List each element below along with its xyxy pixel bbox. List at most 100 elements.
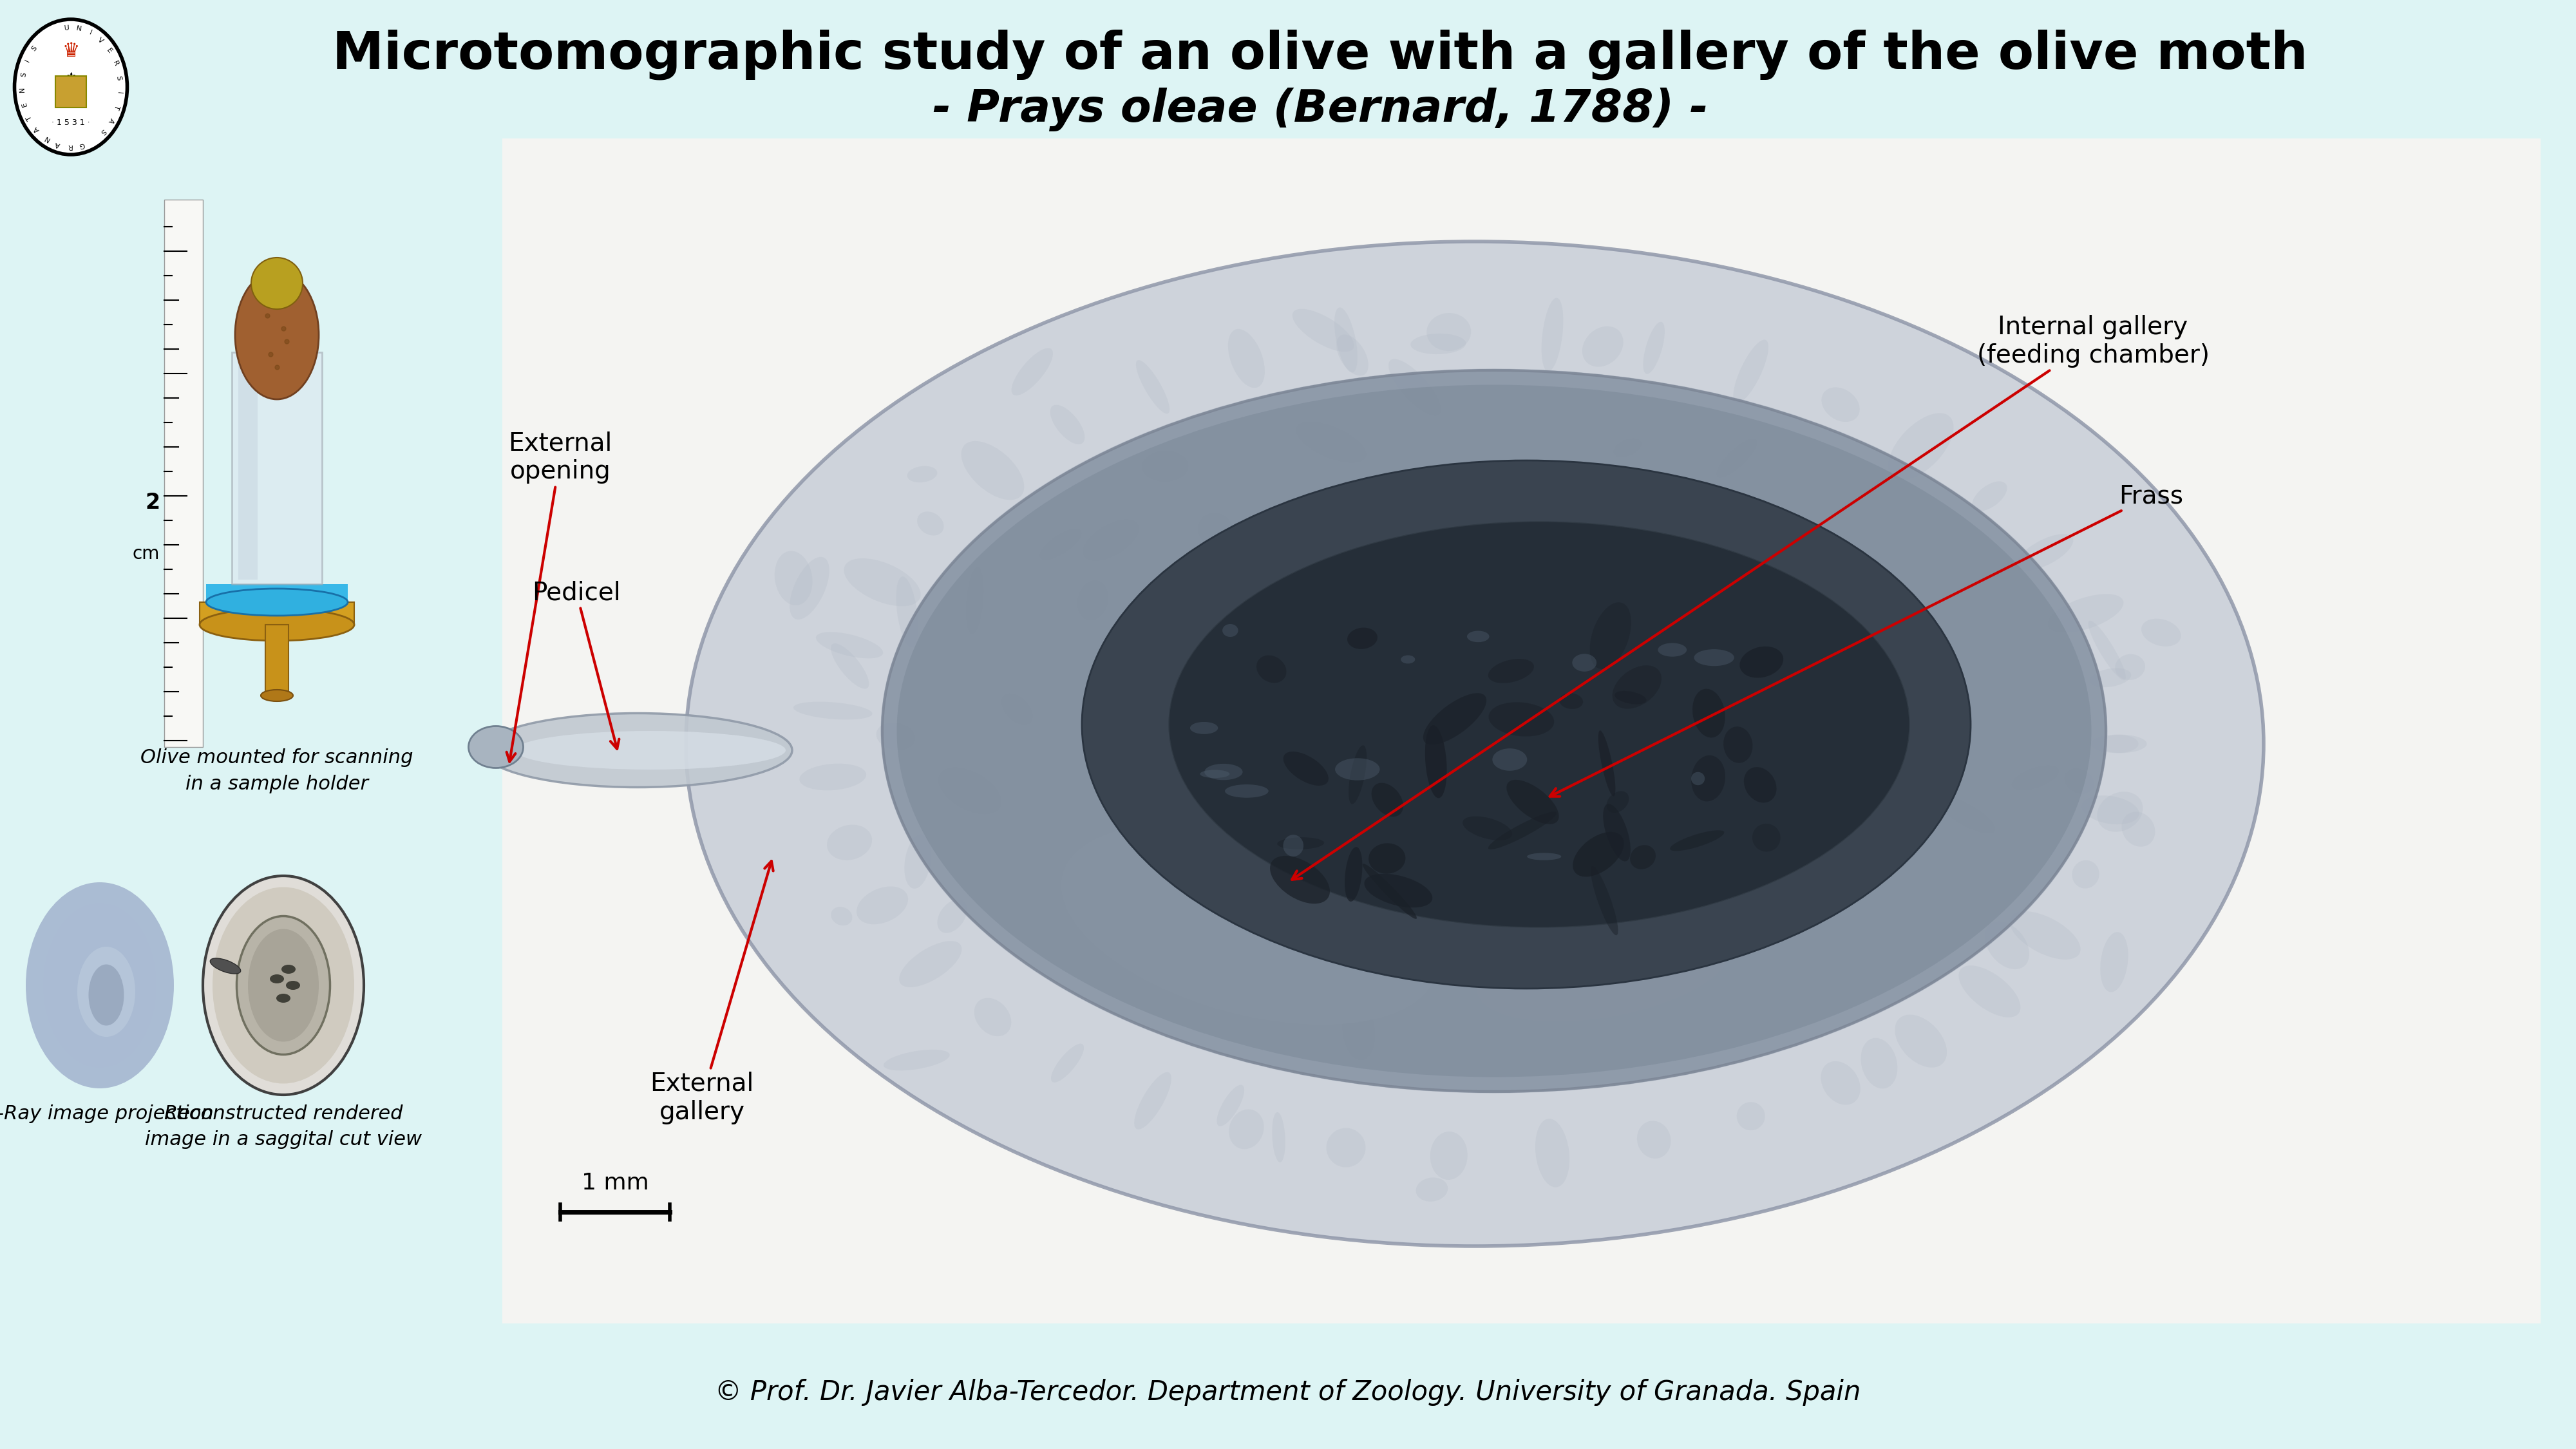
FancyBboxPatch shape xyxy=(57,75,88,107)
Ellipse shape xyxy=(1422,693,1486,745)
Ellipse shape xyxy=(832,907,853,926)
Text: Microtomographic study of an olive with a gallery of the olive moth: Microtomographic study of an olive with … xyxy=(332,29,2308,80)
Ellipse shape xyxy=(1937,796,1996,833)
Text: N: N xyxy=(18,87,26,93)
Ellipse shape xyxy=(1507,780,1558,824)
Ellipse shape xyxy=(1283,752,1329,785)
Ellipse shape xyxy=(1984,922,2030,969)
Ellipse shape xyxy=(1615,691,1646,704)
Ellipse shape xyxy=(1466,630,1489,642)
Text: Reconstructed rendered
image in a saggital cut view: Reconstructed rendered image in a saggit… xyxy=(144,1104,422,1149)
Ellipse shape xyxy=(1257,655,1285,682)
Ellipse shape xyxy=(1012,348,1054,396)
Ellipse shape xyxy=(201,609,355,640)
Ellipse shape xyxy=(2017,535,2074,571)
Ellipse shape xyxy=(1695,649,1734,667)
Ellipse shape xyxy=(1896,1014,1947,1068)
Ellipse shape xyxy=(884,1049,951,1071)
Ellipse shape xyxy=(1082,519,1139,561)
Ellipse shape xyxy=(2099,932,2128,993)
Ellipse shape xyxy=(1723,726,1752,764)
Ellipse shape xyxy=(1716,439,1757,478)
Text: 2: 2 xyxy=(144,491,160,513)
Ellipse shape xyxy=(1597,730,1615,797)
Ellipse shape xyxy=(1216,1085,1244,1126)
Ellipse shape xyxy=(237,916,330,1055)
Ellipse shape xyxy=(15,19,126,155)
Ellipse shape xyxy=(2097,791,2143,832)
Ellipse shape xyxy=(1669,830,1723,851)
Ellipse shape xyxy=(469,726,523,768)
Ellipse shape xyxy=(1463,816,1512,840)
Ellipse shape xyxy=(2099,735,2138,753)
Ellipse shape xyxy=(1229,1110,1265,1149)
Text: R: R xyxy=(111,59,118,67)
Text: V: V xyxy=(98,36,106,45)
Text: X-Ray image projection: X-Ray image projection xyxy=(0,1104,214,1123)
Ellipse shape xyxy=(1365,874,1432,907)
Text: Frass: Frass xyxy=(1551,484,2184,797)
Ellipse shape xyxy=(793,701,873,720)
Text: R: R xyxy=(67,143,72,149)
Text: T: T xyxy=(113,104,121,110)
Ellipse shape xyxy=(799,764,866,790)
Ellipse shape xyxy=(2115,653,2146,680)
Text: 1 mm: 1 mm xyxy=(582,1172,649,1194)
Ellipse shape xyxy=(2063,768,2094,794)
Ellipse shape xyxy=(1370,782,1404,817)
Text: I: I xyxy=(88,29,93,36)
Ellipse shape xyxy=(44,903,157,1068)
Text: · 1 5 3 1 ·: · 1 5 3 1 · xyxy=(52,119,90,126)
Ellipse shape xyxy=(2092,735,2146,753)
Ellipse shape xyxy=(1734,339,1767,403)
Ellipse shape xyxy=(1613,665,1662,709)
Ellipse shape xyxy=(1571,653,1597,671)
Ellipse shape xyxy=(1417,1178,1448,1201)
Ellipse shape xyxy=(1528,853,1561,861)
Text: cm: cm xyxy=(131,545,160,562)
Ellipse shape xyxy=(1342,755,1381,800)
Ellipse shape xyxy=(1136,361,1170,413)
Ellipse shape xyxy=(77,946,134,1037)
Text: S: S xyxy=(116,75,121,81)
Ellipse shape xyxy=(1744,767,1777,803)
Ellipse shape xyxy=(1226,784,1267,798)
Ellipse shape xyxy=(1363,864,1417,919)
Ellipse shape xyxy=(1592,867,1618,935)
Ellipse shape xyxy=(2081,796,2138,824)
Ellipse shape xyxy=(896,577,917,648)
Ellipse shape xyxy=(1273,1113,1285,1162)
Ellipse shape xyxy=(1345,846,1363,901)
Ellipse shape xyxy=(1293,309,1355,352)
Ellipse shape xyxy=(1002,693,1033,724)
Ellipse shape xyxy=(1692,755,1726,801)
Text: © Prof. Dr. Javier Alba-Tercedor. Department of Zoology. University of Granada. : © Prof. Dr. Javier Alba-Tercedor. Depart… xyxy=(716,1379,1860,1406)
Text: Pedicel: Pedicel xyxy=(533,580,621,749)
Ellipse shape xyxy=(1334,758,1381,781)
Ellipse shape xyxy=(1368,843,1406,874)
Ellipse shape xyxy=(1077,581,1108,620)
Ellipse shape xyxy=(1334,307,1358,372)
Text: External
gallery: External gallery xyxy=(649,861,773,1124)
Ellipse shape xyxy=(1821,387,1860,422)
Ellipse shape xyxy=(1327,1127,1365,1168)
Ellipse shape xyxy=(1607,791,1628,813)
Text: N: N xyxy=(44,133,52,142)
Ellipse shape xyxy=(1476,917,1731,1022)
FancyBboxPatch shape xyxy=(237,354,258,580)
Ellipse shape xyxy=(1860,564,1888,591)
Ellipse shape xyxy=(791,556,829,620)
Text: I: I xyxy=(23,58,31,64)
FancyBboxPatch shape xyxy=(201,603,355,625)
Ellipse shape xyxy=(685,242,2264,1246)
Ellipse shape xyxy=(1582,326,1623,367)
Ellipse shape xyxy=(1247,630,1291,668)
Ellipse shape xyxy=(1589,603,1631,669)
Ellipse shape xyxy=(1082,461,1971,988)
Ellipse shape xyxy=(252,258,304,309)
Text: A: A xyxy=(33,125,41,133)
FancyBboxPatch shape xyxy=(502,139,2540,1323)
Ellipse shape xyxy=(1492,745,1522,765)
Ellipse shape xyxy=(1427,313,1471,351)
Ellipse shape xyxy=(1643,322,1664,374)
